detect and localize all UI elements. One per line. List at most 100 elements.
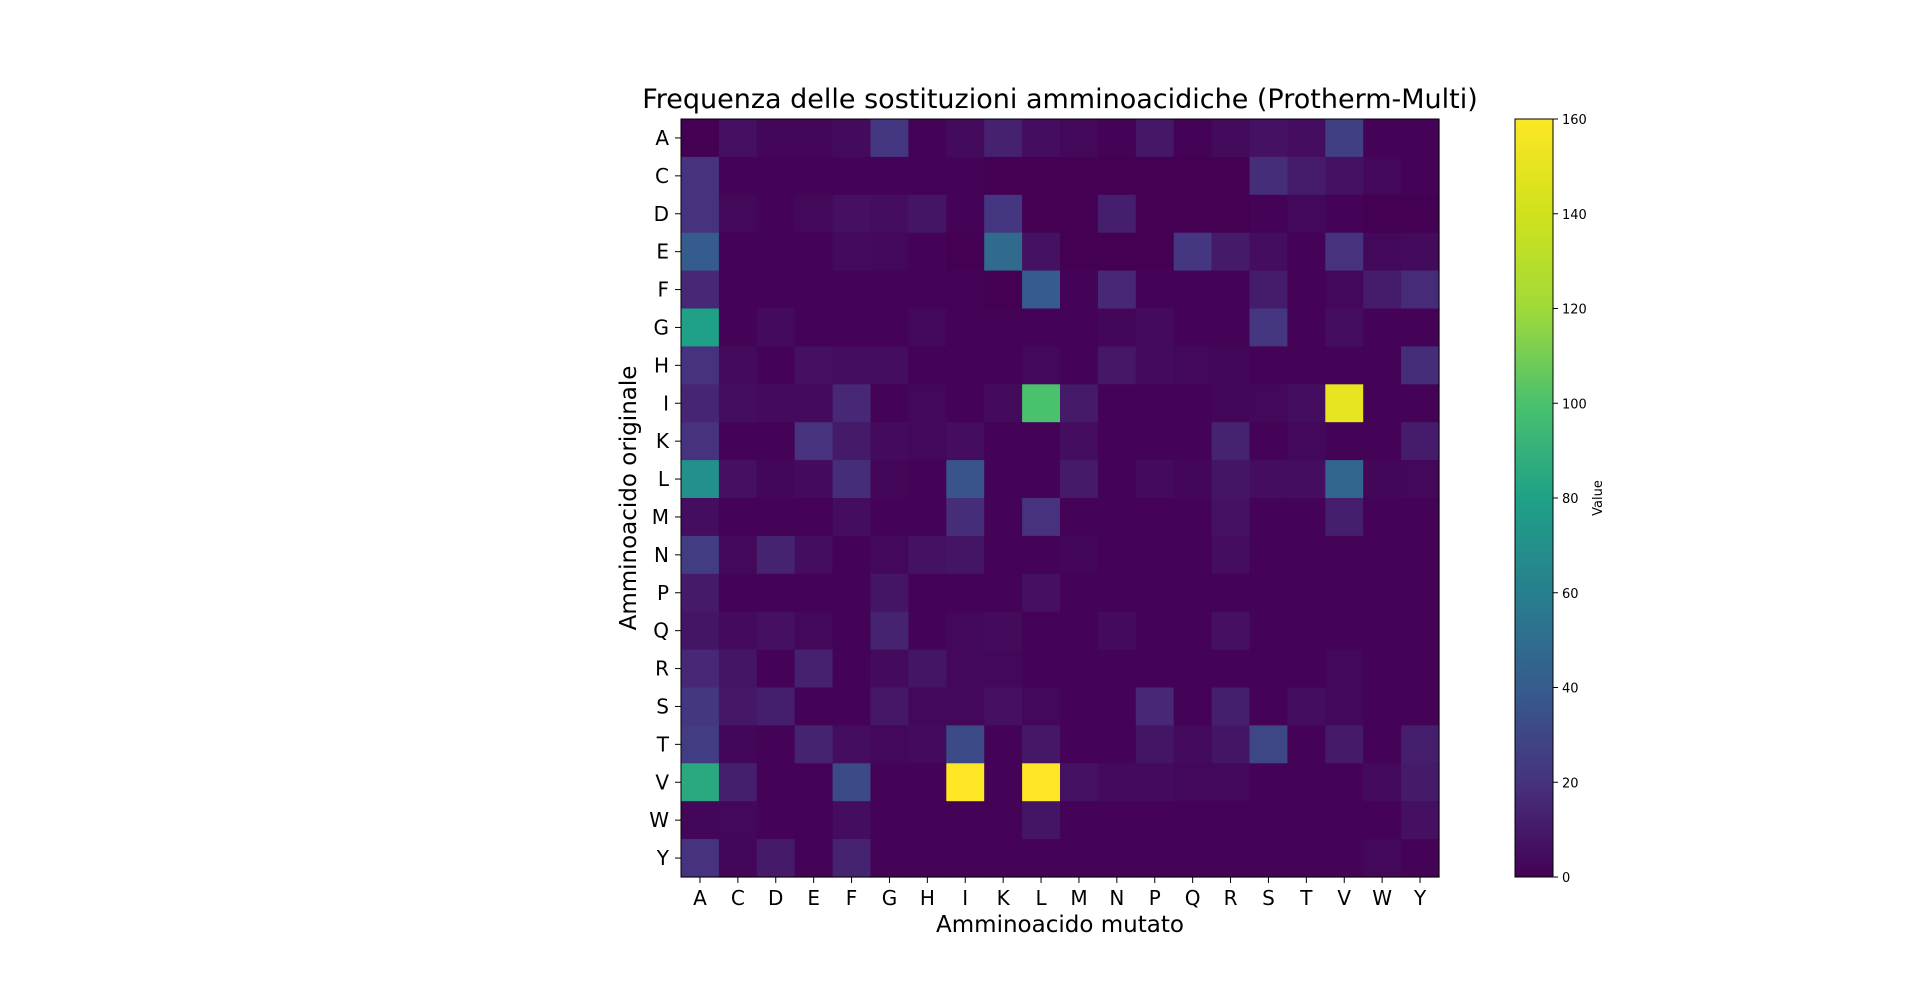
heatmap-cell-L-H — [908, 460, 947, 499]
heatmap-cell-M-Y — [1401, 498, 1440, 537]
heatmap-cell-Y-M — [1060, 839, 1099, 878]
x-tick-label-C: C — [731, 886, 745, 910]
heatmap-cell-C-K — [984, 156, 1023, 196]
heatmap-cell-N-S — [1249, 535, 1288, 575]
heatmap-cell-M-H — [908, 498, 947, 537]
heatmap-cell-H-A — [681, 346, 720, 385]
heatmap-cell-T-C — [718, 725, 758, 764]
heatmap-cell-F-D — [756, 270, 796, 310]
chart-title: Frequenza delle sostituzioni amminoacidi… — [642, 84, 1478, 115]
heatmap-cell-P-G — [870, 573, 909, 613]
heatmap-cell-M-M — [1060, 498, 1099, 537]
heatmap-cell-L-I — [946, 460, 985, 499]
heatmap-cell-W-M — [1060, 801, 1099, 840]
x-tick-label-S: S — [1262, 886, 1275, 910]
heatmap-cell-I-H — [908, 384, 947, 423]
x-tick-label-A: A — [693, 886, 707, 910]
heatmap-cell-D-L — [1022, 194, 1061, 234]
heatmap-cell-Q-N — [1097, 611, 1137, 651]
colorbar-tick-label: 40 — [1562, 682, 1579, 697]
heatmap-cell-W-K — [984, 801, 1023, 840]
heatmap-cell-T-A — [681, 725, 720, 764]
heatmap-cell-L-E — [794, 460, 834, 499]
heatmap-cell-I-C — [718, 384, 758, 423]
heatmap-cell-Q-V — [1325, 611, 1364, 651]
heatmap-cell-G-D — [756, 308, 796, 347]
heatmap-cell-N-I — [946, 535, 985, 575]
y-tick-label-W: W — [649, 808, 669, 832]
heatmap-cell-V-A — [681, 763, 720, 802]
heatmap-cell-V-R — [1211, 763, 1251, 802]
heatmap-cell-I-R — [1211, 384, 1251, 423]
heatmap-cell-L-G — [870, 460, 909, 499]
heatmap-cell-P-F — [832, 573, 872, 613]
y-tick-label-I: I — [663, 391, 669, 415]
heatmap-cell-C-S — [1249, 156, 1288, 196]
heatmap-cell-T-L — [1022, 725, 1061, 764]
colorbar-ticks: 0 20 40 60 80 100 120 140 160 — [1553, 113, 1587, 886]
y-tick-label-G: G — [654, 315, 670, 339]
heatmap-cell-K-G — [870, 422, 909, 461]
heatmap-cell-D-T — [1287, 194, 1326, 234]
heatmap-cell-T-H — [908, 725, 947, 764]
heatmap-cell-A-M — [1060, 119, 1099, 158]
heatmap-cell-H-G — [870, 346, 909, 385]
heatmap-cell-I-Y — [1401, 384, 1440, 423]
colorbar-tick-label: 100 — [1562, 397, 1587, 412]
heatmap-cell-F-N — [1097, 270, 1137, 310]
colorbar-tick-label: 20 — [1562, 776, 1579, 791]
x-tick-label-W: W — [1372, 886, 1392, 910]
heatmap-cell-A-W — [1363, 119, 1402, 158]
heatmap-cell-E-K — [984, 232, 1023, 272]
heatmap-cell-W-T — [1287, 801, 1326, 840]
heatmap-cell-Q-Y — [1401, 611, 1440, 651]
heatmap-cell-A-C — [718, 119, 758, 158]
heatmap-cell-Y-I — [946, 839, 985, 878]
heatmap-cell-F-K — [984, 270, 1023, 310]
heatmap-cell-M-Q — [1173, 498, 1213, 537]
heatmap-cells — [681, 119, 1440, 878]
heatmap-cell-K-L — [1022, 422, 1061, 461]
heatmap-cell-S-V — [1325, 687, 1364, 726]
y-tick-label-R: R — [655, 657, 669, 681]
y-tick-label-T: T — [656, 732, 670, 756]
heatmap-cell-Q-G — [870, 611, 909, 651]
heatmap-cell-V-T — [1287, 763, 1326, 802]
heatmap-cell-E-N — [1097, 232, 1137, 272]
heatmap-cell-N-T — [1287, 535, 1326, 575]
heatmap-cell-H-I — [946, 346, 985, 385]
heatmap-cell-S-R — [1211, 687, 1251, 726]
heatmap-cell-V-F — [832, 763, 872, 802]
heatmap-cell-D-I — [946, 194, 985, 234]
heatmap-cell-H-H — [908, 346, 947, 385]
heatmap-cell-E-H — [908, 232, 947, 272]
heatmap-cell-K-S — [1249, 422, 1288, 461]
heatmap-cell-C-F — [832, 156, 872, 196]
x-tick-label-N: N — [1109, 886, 1124, 910]
heatmap-cell-K-T — [1287, 422, 1326, 461]
x-tick-label-D: D — [768, 886, 783, 910]
heatmap-cell-A-L — [1022, 119, 1061, 158]
heatmap-cell-L-P — [1135, 460, 1175, 499]
x-tick-label-T: T — [1299, 886, 1313, 910]
heatmap-cell-P-E — [794, 573, 834, 613]
heatmap-cell-L-D — [756, 460, 796, 499]
heatmap-cell-G-M — [1060, 308, 1099, 347]
heatmap-cell-G-F — [832, 308, 872, 347]
heatmap-cell-W-P — [1135, 801, 1175, 840]
heatmap-cell-H-L — [1022, 346, 1061, 385]
heatmap-cell-P-Y — [1401, 573, 1440, 613]
heatmap-cell-K-A — [681, 422, 720, 461]
heatmap-cell-L-F — [832, 460, 872, 499]
heatmap-cell-H-W — [1363, 346, 1402, 385]
heatmap-cell-E-R — [1211, 232, 1251, 272]
y-tick-label-N: N — [654, 543, 669, 567]
heatmap-cell-W-N — [1097, 801, 1137, 840]
heatmap-cell-D-S — [1249, 194, 1288, 234]
heatmap-cell-P-Q — [1173, 573, 1213, 613]
heatmap-cell-I-M — [1060, 384, 1099, 423]
heatmap-cell-K-C — [718, 422, 758, 461]
heatmap-cell-C-Y — [1401, 156, 1440, 196]
heatmap-cell-F-C — [718, 270, 758, 310]
